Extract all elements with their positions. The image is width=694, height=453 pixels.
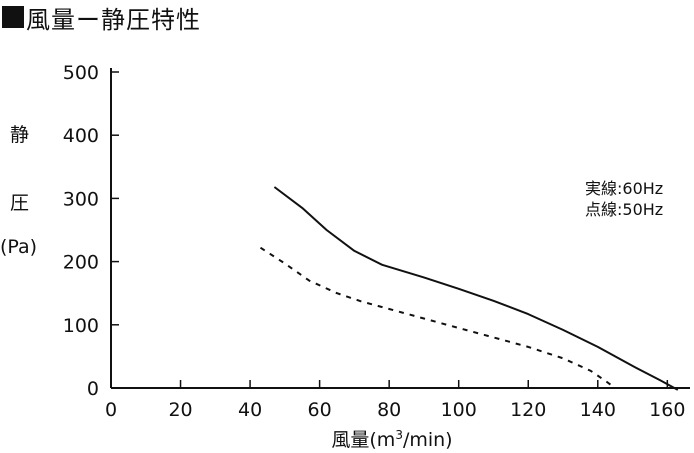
y-axis-label-unit: (Pa) — [0, 236, 38, 258]
x-axis-label: 風量(m3/min) — [331, 428, 452, 451]
x-axis-label-sup: 3 — [395, 428, 403, 442]
x-axis-label-pre: 風量(m — [331, 429, 395, 451]
x-tick-label: 120 — [510, 399, 546, 421]
series-line-60hz — [273, 186, 679, 391]
y-tick-label: 200 — [63, 252, 99, 274]
x-tick-label: 40 — [238, 399, 262, 421]
y-tick-label: 0 — [87, 378, 99, 400]
x-tick-label: 140 — [580, 399, 616, 421]
y-axis-label-char-1: 静 — [10, 124, 30, 146]
x-axis-label-post: /min) — [403, 429, 453, 451]
x-tick-label: 60 — [308, 399, 332, 421]
legend-item-50hz: 点線:50Hz — [585, 200, 664, 219]
x-tick-label: 80 — [377, 399, 401, 421]
y-tick-label: 100 — [63, 315, 99, 337]
y-axis-label-char-2: 圧 — [10, 192, 30, 214]
y-tick-label: 300 — [63, 188, 99, 210]
title-text: 風量ー静圧特性 — [26, 5, 201, 34]
x-tick-label: 160 — [649, 399, 685, 421]
legend-item-60hz: 実線:60Hz — [585, 179, 664, 198]
y-tick-label: 500 — [63, 62, 99, 84]
x-tick-label: 100 — [441, 399, 477, 421]
legend: 実線:60Hz 点線:50Hz — [585, 178, 663, 220]
ticks: 0 100 200 300 400 500 0 20 40 60 80 100 120 140 160 — [63, 62, 686, 421]
chart-title: 風量ー静圧特性 — [0, 0, 201, 34]
title-square-icon — [2, 6, 24, 28]
y-tick-label: 400 — [63, 125, 99, 147]
axes — [110, 68, 690, 389]
x-tick-label: 20 — [168, 399, 192, 421]
series-line-50hz — [259, 246, 616, 389]
series — [259, 186, 679, 391]
x-tick-label: 0 — [105, 399, 117, 421]
